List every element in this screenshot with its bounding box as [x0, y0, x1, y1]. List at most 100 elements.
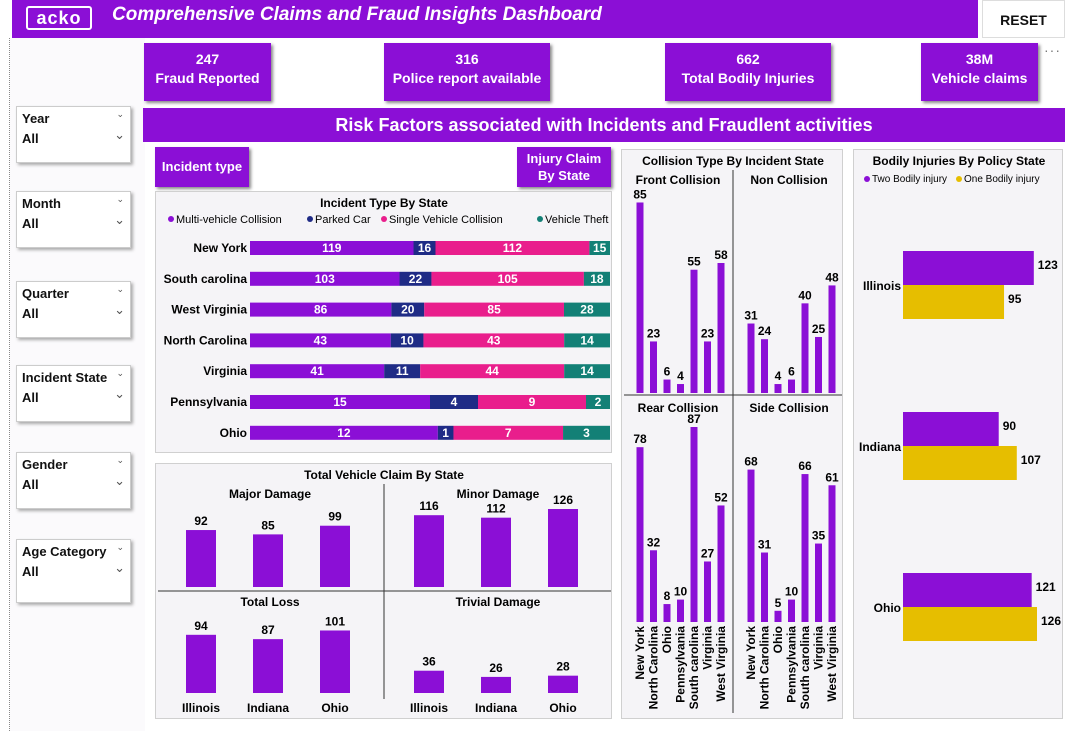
panel-title: Side Collision	[749, 401, 828, 415]
bodily-injuries-panel: Bodily Injuries By Policy State Two Bodil…	[853, 149, 1063, 719]
filter-label: Year	[22, 111, 50, 126]
legend-label: Vehicle Theft	[545, 214, 608, 226]
category-label: South carolina	[164, 272, 248, 286]
bar-segment	[250, 333, 391, 348]
bar	[690, 427, 698, 622]
bar	[186, 530, 216, 587]
button-line: Injury Claim	[526, 151, 602, 166]
chart-title: Incident Type By State	[320, 196, 448, 210]
title-bar	[12, 0, 978, 38]
quarter-filter[interactable]: Quarter All ⌄ ⌄	[16, 281, 131, 338]
collapse-icon[interactable]: ⌄	[116, 542, 124, 552]
data-label: 119	[322, 241, 342, 255]
bar	[704, 341, 711, 393]
bar-segment	[564, 333, 610, 348]
bar	[788, 599, 795, 622]
bar-segment	[431, 271, 584, 286]
chevron-down-icon[interactable]: ⌄	[114, 302, 125, 317]
panel-title: Minor Damage	[457, 487, 540, 501]
bar	[186, 634, 216, 693]
bar-segment	[435, 241, 590, 255]
chevron-down-icon[interactable]: ⌄	[114, 212, 125, 227]
chevron-down-icon[interactable]: ⌄	[114, 560, 125, 575]
bar-segment	[453, 425, 564, 440]
bar	[788, 379, 795, 393]
collapse-icon[interactable]: ⌄	[116, 368, 124, 378]
filter-value: All	[22, 564, 39, 579]
category-label: Ohio	[660, 626, 674, 653]
bar-segment	[424, 302, 564, 317]
bar	[481, 676, 511, 693]
category-label: Illinois	[863, 279, 901, 293]
bar	[774, 610, 782, 622]
bar-segment	[430, 395, 478, 409]
legend-marker	[956, 176, 962, 182]
category-label: Ohio	[321, 701, 348, 715]
month-filter[interactable]: Month All ⌄ ⌄	[16, 191, 131, 248]
chevron-down-icon[interactable]: ⌄	[114, 386, 125, 401]
data-label: 105	[498, 272, 518, 286]
bar-segment	[563, 425, 610, 440]
chevron-down-icon[interactable]: ⌄	[114, 127, 125, 142]
incident-type-button[interactable]: Incident type	[155, 147, 249, 187]
bar	[253, 534, 283, 587]
panel-title: Trivial Damage	[456, 595, 541, 609]
data-label: 4	[775, 369, 782, 383]
year-filter[interactable]: Year All ⌄ ⌄	[16, 106, 131, 163]
data-label: 55	[687, 255, 701, 269]
data-label: 27	[701, 546, 715, 560]
collapse-icon[interactable]: ⌄	[116, 284, 124, 294]
category-label: Ohio	[771, 626, 785, 653]
injury-claim-button[interactable]: Injury Claim By State	[517, 147, 611, 187]
category-label: Pennsylvania	[170, 395, 247, 409]
bar	[663, 604, 671, 622]
bar	[761, 339, 768, 393]
data-label: 5	[775, 596, 782, 610]
bar	[548, 509, 578, 587]
bar-segment	[478, 395, 586, 409]
data-label: 14	[580, 333, 594, 347]
bar	[414, 670, 444, 693]
data-label: 78	[633, 432, 647, 446]
bar	[414, 515, 444, 587]
data-label: 32	[647, 535, 661, 549]
collapse-icon[interactable]: ⌄	[116, 109, 124, 119]
more-options-icon[interactable]: ···	[1044, 42, 1061, 58]
kpi-fraud-reported: 247 Fraud Reported	[144, 43, 271, 101]
legend-label: Single Vehicle Collision	[389, 214, 503, 226]
data-label: 112	[486, 502, 506, 516]
data-label: 6	[788, 365, 795, 379]
kpi-label: Vehicle claims	[931, 70, 1028, 86]
category-label: Virginia	[203, 364, 247, 378]
category-label: Illinois	[410, 701, 448, 715]
kpi-label: Total Bodily Injuries	[681, 70, 815, 86]
bar	[815, 336, 822, 393]
collapse-icon[interactable]: ⌄	[116, 455, 124, 465]
gender-filter[interactable]: Gender All ⌄ ⌄	[16, 452, 131, 509]
bar	[677, 384, 684, 393]
chart-title: Bodily Injuries By Policy State	[873, 154, 1046, 168]
legend-marker	[864, 176, 870, 182]
collapse-icon[interactable]: ⌄	[116, 194, 124, 204]
legend-marker	[307, 216, 313, 222]
bar-segment	[586, 395, 610, 409]
bar	[548, 675, 578, 693]
chart-title: Total Vehicle Claim By State	[304, 468, 464, 482]
kpi-label: Police report available	[392, 70, 542, 86]
category-label: Ohio	[220, 426, 247, 440]
age-category-filter[interactable]: Age Category All ⌄ ⌄	[16, 539, 131, 603]
category-label: Indiana	[247, 701, 289, 715]
data-label: 23	[647, 326, 661, 340]
data-label: 87	[687, 412, 701, 426]
incident-state-filter[interactable]: Incident State All ⌄ ⌄	[16, 365, 131, 422]
chevron-down-icon[interactable]: ⌄	[114, 473, 125, 488]
left-divider	[9, 38, 10, 731]
data-label: 68	[744, 455, 758, 469]
data-label: 18	[590, 272, 604, 286]
data-label: 61	[825, 470, 839, 484]
bar-segment	[589, 241, 610, 255]
category-label: Virginia	[701, 626, 715, 670]
data-label: 8	[664, 589, 671, 603]
bar	[650, 550, 657, 622]
reset-button[interactable]: RESET	[982, 0, 1065, 38]
